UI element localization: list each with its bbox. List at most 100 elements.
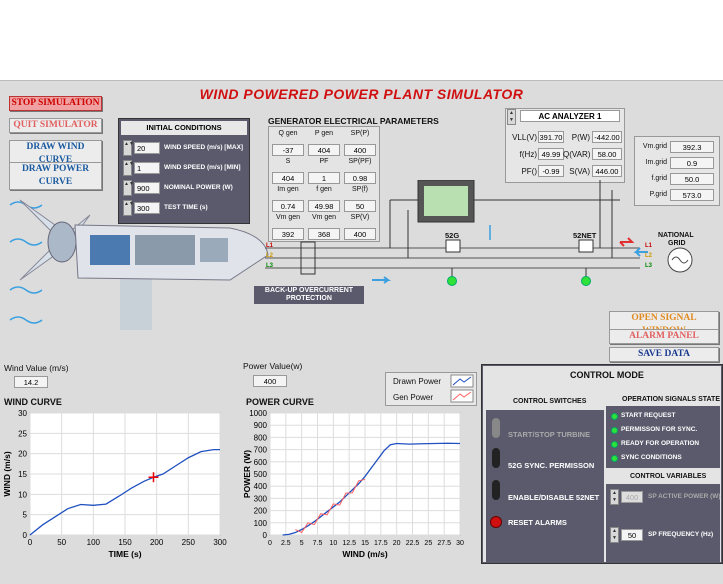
enable-52net-toggle[interactable]: [492, 480, 500, 500]
control-mode-title: CONTROL MODE: [570, 370, 644, 380]
sp-active-power-label: SP ACTIVE POWER (W): [648, 493, 721, 500]
wind-curve-chart: 0 50 100 150 200 250 300 0 5 10 15 20 25 30 TIME (s) WI…: [2, 409, 227, 559]
y-tick-label: 400: [254, 482, 268, 491]
gen-param-value: 404: [272, 172, 304, 184]
power-chart-title: POWER CURVE: [246, 397, 314, 407]
gen-power-line: [295, 478, 366, 534]
initial-conditions-title: INITIAL CONDITIONS: [121, 121, 247, 135]
gen-param-header: Q gen: [278, 130, 298, 137]
grid-param-value: 392.3: [670, 141, 714, 153]
grid-param-label: P.grid: [649, 191, 667, 198]
initial-spinner[interactable]: ▲▼: [123, 180, 134, 196]
initial-row-label: WIND SPEED (m/s) [MIN]: [164, 164, 241, 171]
stop-simulation-button[interactable]: STOP SIMULATION: [9, 96, 102, 111]
y-tick-label: 15: [18, 470, 27, 479]
analyzer-title: AC ANALYZER 1: [520, 110, 620, 122]
gen-param-header: f gen: [316, 186, 332, 193]
y-tick-label: 300: [254, 494, 268, 503]
enable-52net-label: ENABLE/DISABLE 52NET: [508, 493, 600, 502]
gen-param-header: Vm gen: [275, 214, 301, 221]
power-value-label: Power Value(w): [243, 361, 303, 371]
x-tick-label: 0: [28, 538, 33, 547]
breaker-52g-label: 52G: [445, 231, 460, 240]
analyzer-value: 58.00: [592, 148, 622, 160]
reset-alarms-button[interactable]: [490, 516, 502, 528]
sp-active-power-input[interactable]: 400: [621, 491, 643, 503]
legend-gen-label: Gen Power: [393, 393, 434, 402]
initial-spinner[interactable]: ▲▼: [123, 200, 134, 216]
breaker-52net-label: 52NET: [573, 231, 597, 240]
sp-frequency-input[interactable]: 50: [621, 529, 643, 541]
analyzer-value: -442.00: [592, 131, 622, 143]
x-tick-label: 50: [57, 538, 66, 547]
gen-param-header: SP(P): [350, 130, 370, 137]
line-l3-label: L3: [266, 263, 274, 269]
breaker-52net-status-led: [581, 276, 591, 286]
initial-value-input[interactable]: 1: [134, 162, 160, 174]
generator-parameters-title: GENERATOR ELECTRICAL PARAMETERS: [268, 116, 439, 126]
initial-spinner[interactable]: ▲▼: [123, 140, 134, 156]
initial-value-input[interactable]: 300: [134, 202, 160, 214]
signal-label: SYNC CONDITIONS: [621, 454, 682, 461]
single-line-diagram: [9, 180, 693, 330]
analyzer-label: Q(VAR): [563, 150, 591, 159]
x-tick-label: 10: [329, 540, 337, 547]
initial-value-input[interactable]: 20: [134, 142, 160, 154]
y-tick-label: 25: [18, 429, 27, 438]
y-tick-label: 900: [254, 421, 268, 430]
y-tick-label: 20: [18, 450, 27, 459]
analyzer-value: -0.99: [538, 165, 564, 177]
protection-label: BACK-UP OVERCURRENT PROTECTION: [254, 286, 364, 304]
gen-param-header: P gen: [314, 130, 334, 137]
initial-row-label: TEST TIME (s): [164, 204, 208, 211]
gen-param-header: Im gen: [277, 186, 299, 193]
draw-power-curve-button[interactable]: DRAW POWER CURVE: [9, 162, 102, 190]
analyzer-value: 446.00: [592, 165, 622, 177]
x-tick-label: 20: [393, 540, 401, 547]
grid-param-value: 0.9: [670, 157, 714, 169]
sync-permission-toggle[interactable]: [492, 448, 500, 468]
legend-gen-swatch: [452, 391, 472, 401]
y-tick-label: 0: [263, 531, 268, 540]
x-tick-label: 2.5: [281, 540, 291, 547]
x-tick-label: 7.5: [313, 540, 323, 547]
alarm-panel-button[interactable]: ALARM PANEL: [609, 329, 719, 344]
analyzer-value: 391.70: [538, 131, 564, 143]
initial-spinner[interactable]: ▲▼: [123, 160, 134, 176]
power-value-display: 400: [253, 375, 287, 387]
x-tick-label: 100: [87, 538, 101, 547]
gen-param-header: SP(PF): [348, 158, 372, 165]
signal-led: [611, 455, 618, 462]
grid-param-label: Vm.grid: [642, 143, 667, 150]
quit-simulator-button[interactable]: QUIT SIMULATOR: [9, 118, 102, 133]
control-switches-panel: [486, 410, 604, 562]
y-tick-label: 200: [254, 507, 268, 516]
y-tick-label: 600: [254, 458, 268, 467]
gen-param-value: 0.98: [344, 172, 376, 184]
start-stop-toggle[interactable]: [492, 418, 500, 438]
x-tick-label: 150: [118, 538, 132, 547]
sp-frequency-spinner[interactable]: ▲ ▼: [610, 527, 619, 543]
breaker-52g-status-led: [447, 276, 457, 286]
x-tick-label: 5: [300, 540, 304, 547]
legend-swatches: [450, 374, 474, 403]
x-tick-label: 200: [150, 538, 164, 547]
analyzer-label: PF(): [521, 167, 537, 176]
power-curve-chart: 0 2.5 5 7.5 10 12.5 15 17.5 20 22.5 25 27.5 30010020…: [242, 409, 464, 559]
x-tick-label: 250: [182, 538, 196, 547]
x-tick-label: 22.5: [406, 540, 420, 547]
signal-label: START REQUEST: [621, 412, 676, 419]
sp-active-spinner[interactable]: ▲ ▼: [610, 489, 619, 505]
national-label: NATIONAL: [658, 232, 694, 239]
save-data-button[interactable]: SAVE DATA: [609, 347, 719, 362]
gen-param-value: 50: [344, 200, 376, 212]
x-tick-label: 0: [268, 540, 272, 547]
analyzer-spinner[interactable]: ▲ ▼: [507, 109, 516, 125]
grid-param-label: Im.grid: [645, 159, 667, 166]
y-tick-label: 800: [254, 433, 268, 442]
grid-param-value: 50.0: [670, 173, 714, 185]
initial-value-input[interactable]: 900: [134, 182, 160, 194]
grid-l2-label: L2: [645, 253, 653, 259]
x-axis-label: TIME (s): [108, 549, 141, 559]
reset-alarms-label: RESET ALARMS: [508, 518, 567, 527]
